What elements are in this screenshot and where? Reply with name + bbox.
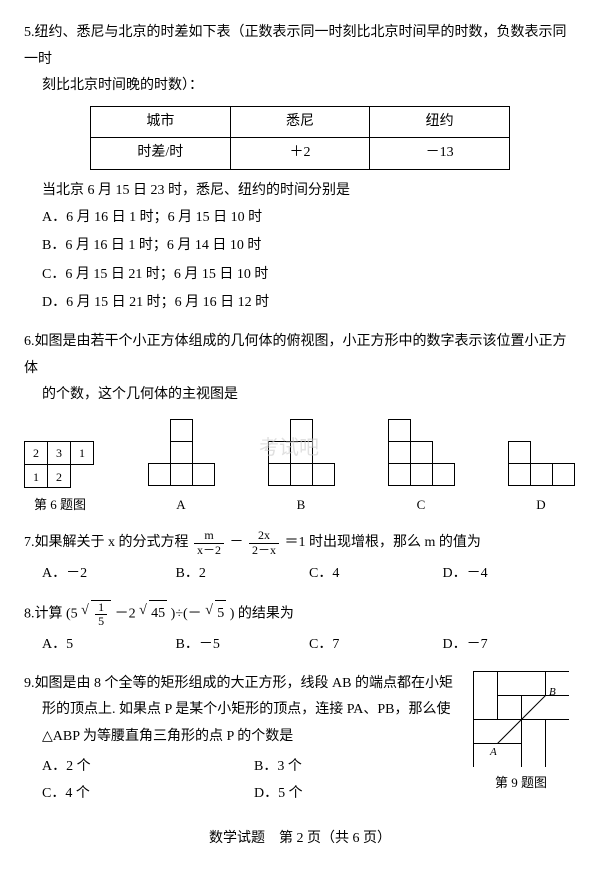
q6-fig-label: 第 6 题图 [24,493,96,518]
svg-text:2: 2 [33,446,39,460]
frac1: mx－2 [194,529,224,556]
question-5: 5.纽约、悉尼与北京的时差如下表（正数表示同一时刻比北京时间早的时数，负数表示同… [24,20,576,317]
question-8: 8.计算 (5 15 －2 45 )÷(－ 5 ) 的结果为 A．5 B．－5 … [24,600,576,659]
q9-num: 9. [24,676,35,691]
q9-l3: △ABP 为等腰直角三角形的点 P 的个数是 [24,724,466,751]
q7-A: A．－2 [42,561,176,588]
question-6: 6.如图是由若干个小正方体组成的几何体的俯视图，小正方形中的数字表示该位置小正方… [24,329,576,517]
q6-D: D [506,493,576,518]
q6-optA: A [146,419,216,518]
frac2: 2x2－x [249,529,279,556]
svg-text:2: 2 [56,470,62,484]
q5-C: C．6 月 15 日 21 时；6 月 15 日 10 时 [42,262,576,289]
q5-stem: 当北京 6 月 15 日 23 时，悉尼、纽约的时间分别是 [24,178,576,205]
square-diagram-icon: A B [473,671,569,767]
q7-options: A．－2 B．2 C．4 D．－4 [24,561,576,588]
q5-th2: 悉尼 [230,106,370,138]
question-7: 7.如果解关于 x 的分式方程 mx－2 － 2x2－x ＝1 时出现增根，那么… [24,529,576,587]
q7-D: D．－4 [443,561,577,588]
q5-td2: ＋2 [230,138,370,170]
q8-B: B．－5 [176,632,310,659]
page-footer: 数学试题 第 2 页（共 6 页） [24,826,576,853]
q6-l1: 如图是由若干个小正方体组成的几何体的俯视图，小正方形中的数字表示该位置小正方体 [24,334,567,376]
q6-optC: C [386,419,456,518]
q7-eq: ＝1 [285,535,306,550]
q6-figures: 考试吧 2 3 1 1 2 第 6 题图 [24,419,576,518]
svg-text:3: 3 [56,446,62,460]
q8-C: C．7 [309,632,443,659]
q5-num: 5. [24,25,35,40]
shape-d-icon [506,419,576,489]
q5-th1: 城市 [91,106,231,138]
q5-options: A．6 月 16 日 1 时；6 月 15 日 10 时 B．6 月 16 日 … [24,205,576,317]
sqrt2: 45 [139,600,167,628]
q9-A: A．2 个 [42,754,254,781]
q5-td3: －13 [370,138,510,170]
q8-A: A．5 [42,632,176,659]
q6-fig-grid: 2 3 1 1 2 第 6 题图 [24,441,96,518]
q8-sb: －2 [115,606,140,621]
q9-C: C．4 个 [42,781,254,808]
grid-icon: 2 3 1 1 2 [24,441,96,489]
svg-text:1: 1 [33,470,39,484]
q5-th3: 纽约 [370,106,510,138]
q9-D: D．5 个 [254,781,466,808]
q9-figure: A B 第 9 题图 [466,671,576,796]
q7-C: C．4 [309,561,443,588]
q5-td1: 时差/时 [91,138,231,170]
q7-num: 7. [24,535,35,550]
q6-num: 6. [24,334,35,349]
q8-D: D．－7 [443,632,577,659]
shape-a-icon [146,419,216,489]
q9-l2: 形的顶点上. 如果点 P 是某个小矩形的顶点，连接 PA、PB，那么使 [24,697,466,724]
q8-num: 8. [24,606,35,621]
q9-B: B．3 个 [254,754,466,781]
q5-D: D．6 月 15 日 21 时；6 月 16 日 12 时 [42,290,576,317]
sqrt1: 15 [81,600,111,629]
q8-sd: ) 的结果为 [230,606,294,621]
q6-B: B [266,493,336,518]
shape-c-icon [386,419,456,489]
q5-A: A．6 月 16 日 1 时；6 月 15 日 10 时 [42,205,576,232]
q7-minus: － [230,535,244,550]
q5-table: 城市 悉尼 纽约 时差/时 ＋2 －13 [90,106,510,170]
q9-options: A．2 个 B．3 个 C．4 个 D．5 个 [24,754,466,807]
svg-text:A: A [489,746,497,758]
q9-l1: 如图是由 8 个全等的矩形组成的大正方形，线段 AB 的端点都在小矩 [35,676,453,691]
q8-sa: 计算 (5 [35,606,78,621]
q7-B: B．2 [176,561,310,588]
q6-C: C [386,493,456,518]
q5-l2: 刻比北京时间晚的时数）： [24,73,576,100]
q9-fig-label: 第 9 题图 [466,771,576,796]
q6-optD: D [506,419,576,518]
q6-l2: 的个数，这个几何体的主视图是 [24,382,576,409]
q5-B: B．6 月 16 日 1 时；6 月 14 日 10 时 [42,233,576,260]
shape-b-icon [266,419,336,489]
q7-sa: 如果解关于 x 的分式方程 [35,535,193,550]
q8-options: A．5 B．－5 C．7 D．－7 [24,632,576,659]
q6-A: A [146,493,216,518]
svg-text:B: B [549,686,556,698]
svg-text:1: 1 [79,446,85,460]
q6-optB: B [266,419,336,518]
sqrt3: 5 [205,600,226,628]
question-9: 9.如图是由 8 个全等的矩形组成的大正方形，线段 AB 的端点都在小矩 形的顶… [24,671,576,808]
q7-sb: 时出现增根，那么 m 的值为 [309,535,481,550]
q8-sc: )÷(－ [171,606,202,621]
q5-l1: 纽约、悉尼与北京的时差如下表（正数表示同一时刻比北京时间早的时数，负数表示同一时 [24,25,567,67]
